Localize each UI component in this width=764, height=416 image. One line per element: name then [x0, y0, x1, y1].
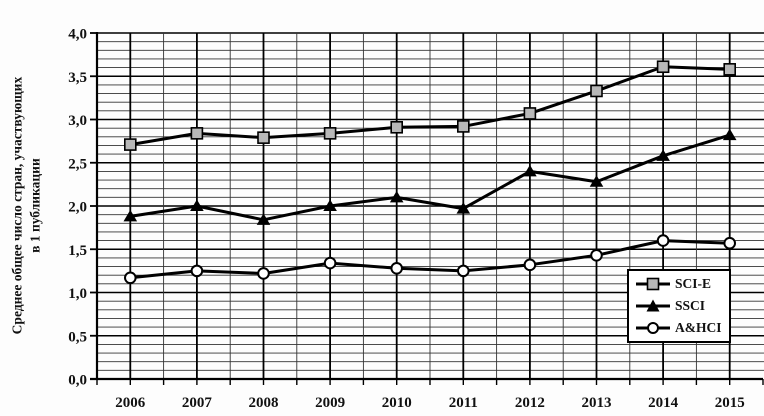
x-tick-label: 2015	[715, 395, 745, 411]
data-point-circle	[190, 264, 204, 278]
series-line	[130, 65, 730, 147]
y-tick-label: 1,5	[68, 243, 87, 259]
data-point-square	[323, 127, 337, 140]
data-point-circle	[323, 256, 337, 270]
x-tick-label: 2009	[315, 395, 345, 411]
legend-marker-square-icon	[636, 277, 670, 291]
x-tick-label: 2012	[515, 395, 545, 411]
legend-label-ahci: A&HCI	[675, 320, 722, 335]
data-point-triangle	[456, 202, 471, 214]
data-point-square	[124, 138, 137, 151]
data-point-circle	[257, 267, 270, 280]
series-sci-e	[124, 60, 737, 151]
data-point-circle	[723, 236, 737, 250]
data-point-square	[590, 84, 603, 98]
series-ssci	[123, 128, 737, 225]
legend-label-sci-e: SCI-E	[675, 276, 712, 291]
data-point-triangle	[656, 149, 670, 161]
legend-marker-triangle-icon	[636, 299, 670, 312]
data-point-triangle	[722, 128, 737, 141]
x-tick-label: 2007	[182, 395, 213, 411]
x-tick-label: 2006	[115, 395, 146, 411]
series-line	[130, 239, 730, 280]
y-tick-label: 1,0	[68, 286, 87, 302]
y-tick-label: 3,5	[68, 70, 87, 86]
data-point-square	[656, 60, 670, 74]
data-point-square	[257, 131, 270, 144]
y-tick-label: 0,0	[68, 373, 87, 389]
legend-entry-ahci: A&HCI	[636, 319, 722, 337]
data-point-square	[390, 120, 404, 134]
axes: 0,0 0,5 1,0 1,5 2,0 2,5 3,0 3,5 4,0 2006 2007 2008 2…	[68, 27, 764, 411]
y-tick-label: 2,0	[68, 200, 87, 216]
data-point-triangle	[190, 199, 204, 211]
legend-entry-sci-e: SCI-E	[636, 275, 722, 293]
x-tick-label: 2011	[449, 395, 478, 411]
gridlines	[97, 32, 764, 379]
data-point-square	[190, 127, 204, 140]
y-tick-label: 0,5	[68, 329, 87, 345]
legend: SCI-E SSCI A&HCI	[627, 269, 731, 343]
data-point-triangle	[389, 190, 404, 203]
legend-label-ssci: SSCI	[675, 298, 706, 313]
data-point-triangle	[256, 213, 271, 225]
data-point-triangle	[523, 164, 537, 177]
y-tick-label: 2,5	[68, 156, 87, 172]
data-point-circle	[590, 249, 603, 262]
data-point-triangle	[323, 199, 337, 211]
x-tick-label: 2013	[582, 395, 612, 411]
data-point-circle	[523, 258, 537, 272]
series-a-hci	[124, 234, 737, 285]
series-line	[130, 133, 731, 222]
y-tick-label: 4,0	[68, 27, 87, 43]
data-point-circle	[457, 264, 470, 278]
data-point-triangle	[589, 175, 604, 187]
y-tick-label: 3,0	[68, 113, 87, 129]
data-point-square	[523, 107, 537, 120]
data-point-circle	[656, 234, 670, 247]
x-tick-label: 2008	[249, 395, 279, 411]
legend-marker-circle-icon	[636, 322, 670, 334]
legend-entry-ssci: SSCI	[636, 297, 722, 315]
data-point-circle	[390, 261, 404, 275]
data-point-circle	[124, 271, 137, 285]
data-point-triangle	[123, 209, 138, 222]
data-point-square	[723, 63, 737, 76]
data-point-square	[456, 120, 470, 133]
x-tick-label: 2010	[382, 395, 412, 411]
x-tick-label: 2014	[648, 395, 679, 411]
